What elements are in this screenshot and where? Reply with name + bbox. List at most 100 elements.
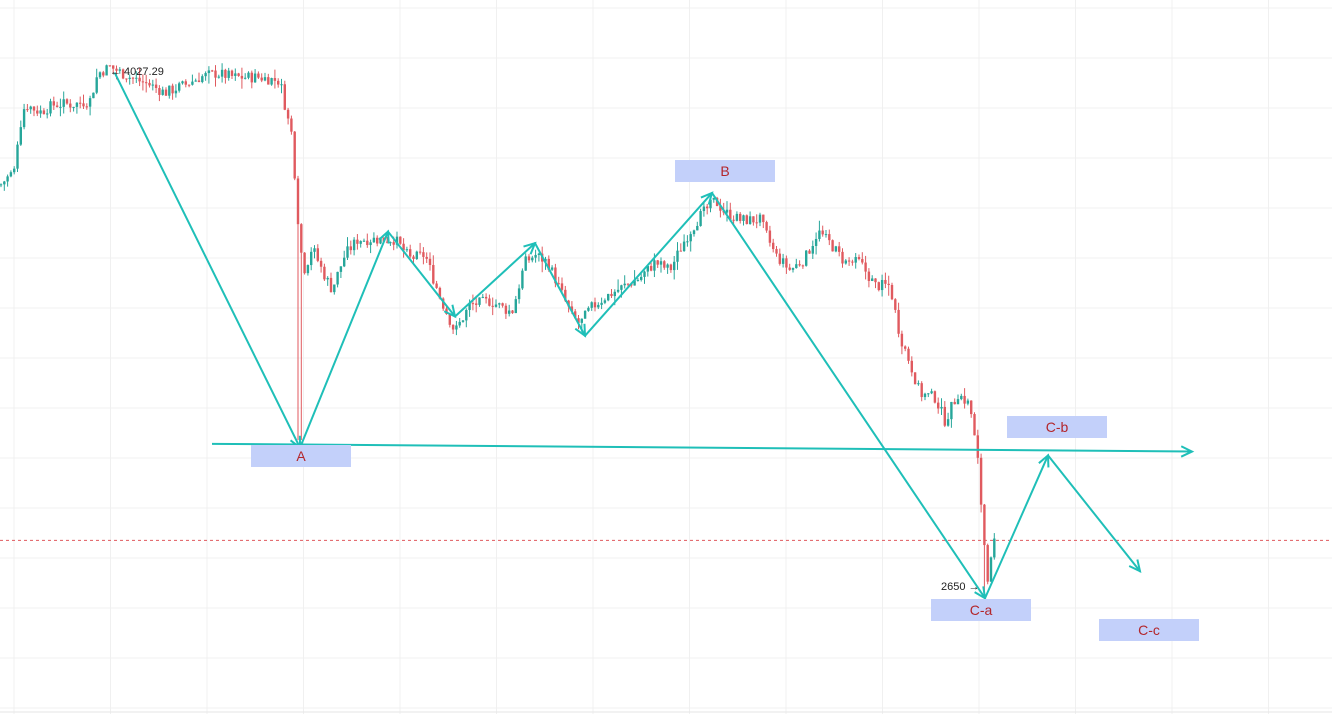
candle-body (395, 236, 399, 245)
candle-body (491, 305, 494, 307)
candle-body (659, 261, 663, 265)
candle-body (52, 101, 55, 106)
candle-body (260, 77, 263, 81)
candle-body (966, 400, 970, 404)
candle-body (405, 249, 409, 251)
candle-body (468, 303, 471, 310)
candle-body (897, 309, 900, 334)
wave-segment (114, 72, 301, 449)
candle-body (409, 249, 412, 257)
candle-body (946, 419, 950, 426)
candle-body (372, 237, 376, 243)
candle-body (778, 253, 781, 264)
low-price-annotation: 2650 → (941, 581, 980, 593)
candle-body (194, 80, 197, 82)
candle-body (313, 248, 316, 252)
candle-body (115, 68, 118, 71)
candle-body (623, 283, 626, 286)
candle-body (22, 109, 26, 128)
candle-body (422, 252, 425, 257)
candle-body (435, 283, 438, 288)
candle-body (570, 306, 574, 312)
candle-body (593, 302, 597, 308)
candle-body (861, 259, 864, 263)
candle-body (943, 406, 946, 426)
wave-segment (387, 230, 456, 318)
candle-body (772, 242, 775, 250)
candle-body (141, 81, 145, 83)
candle-body (49, 101, 52, 114)
candle-body (481, 296, 484, 298)
candle-body (844, 260, 847, 264)
candle-body (253, 73, 257, 83)
candle-body (402, 243, 405, 251)
candle-body (956, 399, 960, 405)
candle-body (752, 216, 755, 223)
candle-body (343, 257, 346, 267)
candle-body (145, 82, 148, 84)
candle-body (461, 320, 465, 322)
candle-body (478, 297, 481, 305)
candle-body (283, 84, 286, 110)
candle-body (864, 262, 867, 272)
candle-body (666, 264, 669, 268)
candle-body (521, 270, 524, 289)
candle-body (557, 283, 560, 285)
candle-body (894, 299, 897, 310)
candle-body (197, 80, 201, 83)
candle-body (527, 256, 531, 261)
candle-body (349, 246, 352, 251)
candle-body (237, 73, 240, 76)
candle-body (798, 264, 801, 266)
candle-body (663, 261, 666, 268)
candle-body (976, 435, 979, 458)
candle-body (432, 264, 435, 284)
candle-body (851, 261, 854, 263)
candle-body (841, 251, 844, 264)
candle-body (0, 184, 3, 186)
candle-body (953, 401, 956, 405)
candle-body (765, 222, 768, 231)
candle-body (204, 73, 207, 77)
candle-body (392, 242, 395, 245)
candle-body (781, 258, 785, 264)
candle-body (171, 85, 174, 94)
candle-body (336, 271, 339, 285)
candle-body (580, 318, 583, 323)
candle-body (838, 246, 841, 252)
candle-body (963, 395, 966, 404)
candle-body (735, 213, 739, 221)
candle-body (220, 69, 224, 77)
candle-body (257, 73, 260, 78)
candle-body (811, 246, 814, 254)
candle-body (121, 69, 125, 79)
candle-body (234, 73, 237, 76)
candle-body (960, 395, 963, 400)
candle-body (184, 81, 187, 85)
candle-body (161, 89, 164, 95)
candle-body (98, 72, 102, 78)
candle-body (712, 197, 715, 200)
candle-body (178, 83, 181, 91)
candle-body (471, 303, 475, 305)
candle-body (85, 106, 88, 108)
candle-body (108, 65, 112, 67)
candle-body (574, 311, 577, 319)
wave-label-c-c: C-c (1099, 619, 1199, 641)
candle-body (732, 219, 735, 221)
candle-body (362, 240, 366, 242)
candle-body (346, 246, 349, 258)
candle-body (755, 222, 758, 224)
candle-body (465, 309, 468, 321)
candle-body (16, 144, 19, 169)
candle-body (508, 310, 511, 314)
candle-body (880, 279, 884, 291)
candle-body (191, 81, 194, 85)
candle-body (610, 293, 613, 297)
candle-body (534, 254, 537, 258)
candle-body (425, 256, 428, 259)
candle-body (415, 251, 418, 259)
candle-body (831, 240, 834, 252)
candle-body (181, 81, 184, 84)
candle-body (788, 267, 791, 270)
